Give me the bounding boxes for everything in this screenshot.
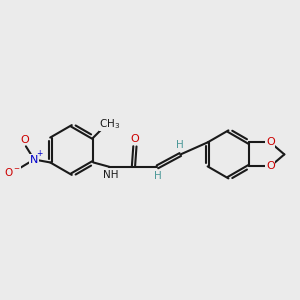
Text: O$^-$: O$^-$ <box>4 166 21 178</box>
Text: H: H <box>154 171 161 181</box>
Text: NH: NH <box>103 170 118 180</box>
Text: N: N <box>30 154 38 164</box>
Text: O: O <box>266 137 275 147</box>
Text: O: O <box>130 134 139 144</box>
Text: O: O <box>266 161 275 171</box>
Text: O: O <box>20 135 29 145</box>
Text: H: H <box>176 140 184 150</box>
Text: +: + <box>36 148 43 158</box>
Text: CH$_3$: CH$_3$ <box>99 117 121 131</box>
